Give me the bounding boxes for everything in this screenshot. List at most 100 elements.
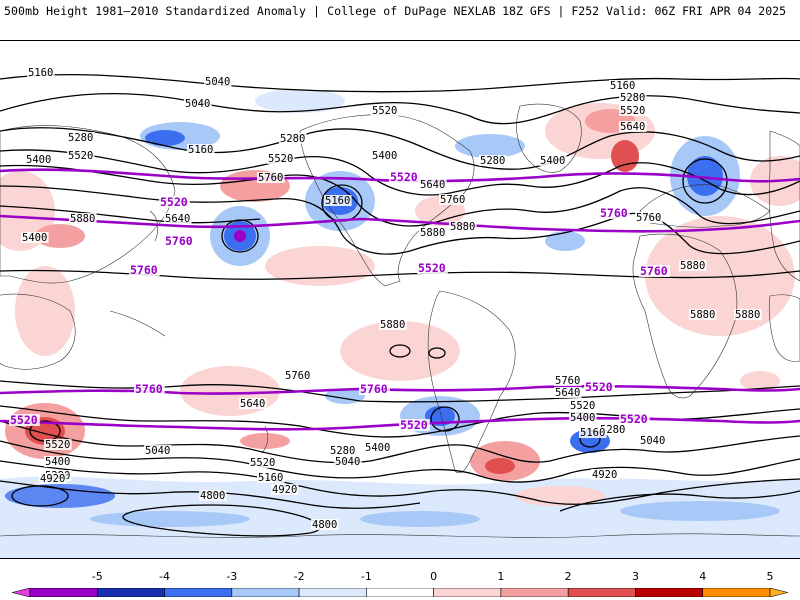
colorbar-tick-label: -3 — [226, 570, 238, 583]
contour-label-bg — [67, 150, 95, 161]
contour-label-bg — [44, 439, 72, 450]
colorbar-segment — [298, 588, 367, 597]
contour-label-bg — [579, 427, 607, 438]
contour-label-bg — [539, 155, 567, 166]
contour-label-bg — [591, 469, 619, 480]
colorbar-segment — [433, 588, 502, 597]
contour-label: 5880 — [735, 309, 760, 321]
reference-contour-label: 5760 — [360, 382, 388, 396]
reference-contour-label-bg — [359, 383, 390, 395]
contour-label-bg — [27, 67, 55, 78]
colorbar-segment — [567, 588, 636, 597]
contour-label: 5400 — [540, 155, 565, 167]
contour-label-bg — [689, 309, 717, 320]
contour-label-bg — [199, 490, 227, 501]
reference-contour-label: 5760 — [165, 234, 193, 248]
colorbar-tick-label: -5 — [91, 570, 103, 583]
colorbar-segment — [96, 588, 165, 597]
contour-label-bg — [619, 121, 647, 132]
contour-label: 5280 — [620, 92, 645, 104]
colorbar-scale — [12, 588, 788, 597]
contour-label: 5160 — [28, 67, 53, 79]
coastlines — [0, 103, 800, 538]
contour-label: 5640 — [240, 398, 265, 410]
colorbar-tick-label: 1 — [497, 570, 505, 583]
contour-label: 5040 — [640, 435, 665, 447]
contour-label-bg — [239, 398, 267, 409]
reference-contour-label: 5520 — [160, 195, 188, 209]
colorbar-segment — [29, 588, 98, 597]
contour-label: 4800 — [200, 490, 225, 502]
colorbar-tick-label: 2 — [564, 570, 572, 583]
contour-label: 5880 — [680, 260, 705, 272]
contour-label-bg — [144, 445, 172, 456]
contour-label: 5160 — [258, 472, 283, 484]
reference-contour-label-bg — [584, 381, 615, 393]
colorbar-tick-label: -1 — [360, 570, 372, 583]
contour-label-bg — [67, 132, 95, 143]
contour-label: 5040 — [185, 98, 210, 110]
contour-label: 5400 — [45, 456, 70, 468]
contour-label-bg — [635, 212, 663, 223]
contour-label: 5280 — [330, 445, 355, 457]
reference-contour-label: 5760 — [600, 206, 628, 220]
contour-label: 5520 — [45, 439, 70, 451]
colorbar-tick-label: 0 — [430, 570, 438, 583]
contour-label-bg — [619, 105, 647, 116]
contour-label-bg — [569, 400, 597, 411]
contour-label: 5280 — [68, 132, 93, 144]
contour-label: 5520 — [268, 153, 293, 165]
contour-label-bg — [619, 92, 647, 103]
contour-label: 5400 — [26, 154, 51, 166]
contour-label: 5880 — [450, 221, 475, 233]
colorbar-max-arrow — [769, 588, 788, 597]
reference-contour-label: 5760 — [640, 264, 668, 278]
contour-labels: 5160504050405280552054005160528055205760… — [21, 67, 762, 531]
contour-label: 4920 — [272, 484, 297, 496]
contour-label: 5280 — [280, 133, 305, 145]
contour-label: 5640 — [620, 121, 645, 133]
colorbar-segment — [635, 588, 704, 597]
contour-label: 5760 — [555, 375, 580, 387]
contour-label-bg — [334, 456, 362, 467]
contour-label-bg — [554, 375, 582, 386]
contour-label-bg — [329, 445, 357, 456]
colorbar-segment — [366, 588, 434, 597]
contour-label: 5760 — [258, 172, 283, 184]
colorbar-segment — [164, 588, 233, 597]
map-title: 500mb Height 1981–2010 Standardized Anom… — [4, 4, 496, 18]
contour-label-bg — [164, 213, 192, 224]
contour-label-bg — [267, 153, 295, 164]
reference-contour-label-bg — [599, 207, 630, 219]
reference-contour-label-bg — [399, 419, 430, 431]
reference-contour-label-bg — [164, 235, 195, 247]
contour-label: 5520 — [68, 150, 93, 162]
reference-contour-label: 5520 — [418, 261, 446, 275]
colorbar-tick-label: -4 — [159, 570, 171, 583]
colorbar-tick-label: -2 — [293, 570, 305, 583]
contour-label-bg — [364, 442, 392, 453]
contour-label-bg — [679, 260, 707, 271]
reference-contour-label-bg — [129, 264, 160, 276]
reference-contour-label: 5760 — [130, 263, 158, 277]
contour-label-bg — [439, 194, 467, 205]
contour-label: 5640 — [555, 387, 580, 399]
reference-contour-label: 5520 — [585, 380, 613, 394]
contour-label: 5760 — [285, 370, 310, 382]
contour-label-bg — [39, 473, 67, 484]
reference-contour-label-bg — [9, 414, 40, 426]
contour-label: 5880 — [690, 309, 715, 321]
reference-contour-label: 5520 — [400, 418, 428, 432]
contour-label: 5640 — [420, 179, 445, 191]
contour-label: 5520 — [620, 105, 645, 117]
contour-label: 5760 — [440, 194, 465, 206]
contour-label-bg — [284, 370, 312, 381]
colorbar-legend: -5 -4 -3 -2 -1 0 1 2 3 4 5 — [0, 570, 800, 600]
colorbar-segment — [500, 588, 569, 597]
colorbar-min-arrow — [12, 588, 31, 597]
anomaly-map[interactable]: 5160 5040 5040 5280 5520 5400 5160 5280 5520 5760… — [0, 40, 800, 559]
contour-label-bg — [599, 424, 627, 435]
contour-label: 5160 — [610, 80, 635, 92]
contour-label-bg — [371, 105, 399, 116]
contour-label-bg — [569, 412, 597, 423]
